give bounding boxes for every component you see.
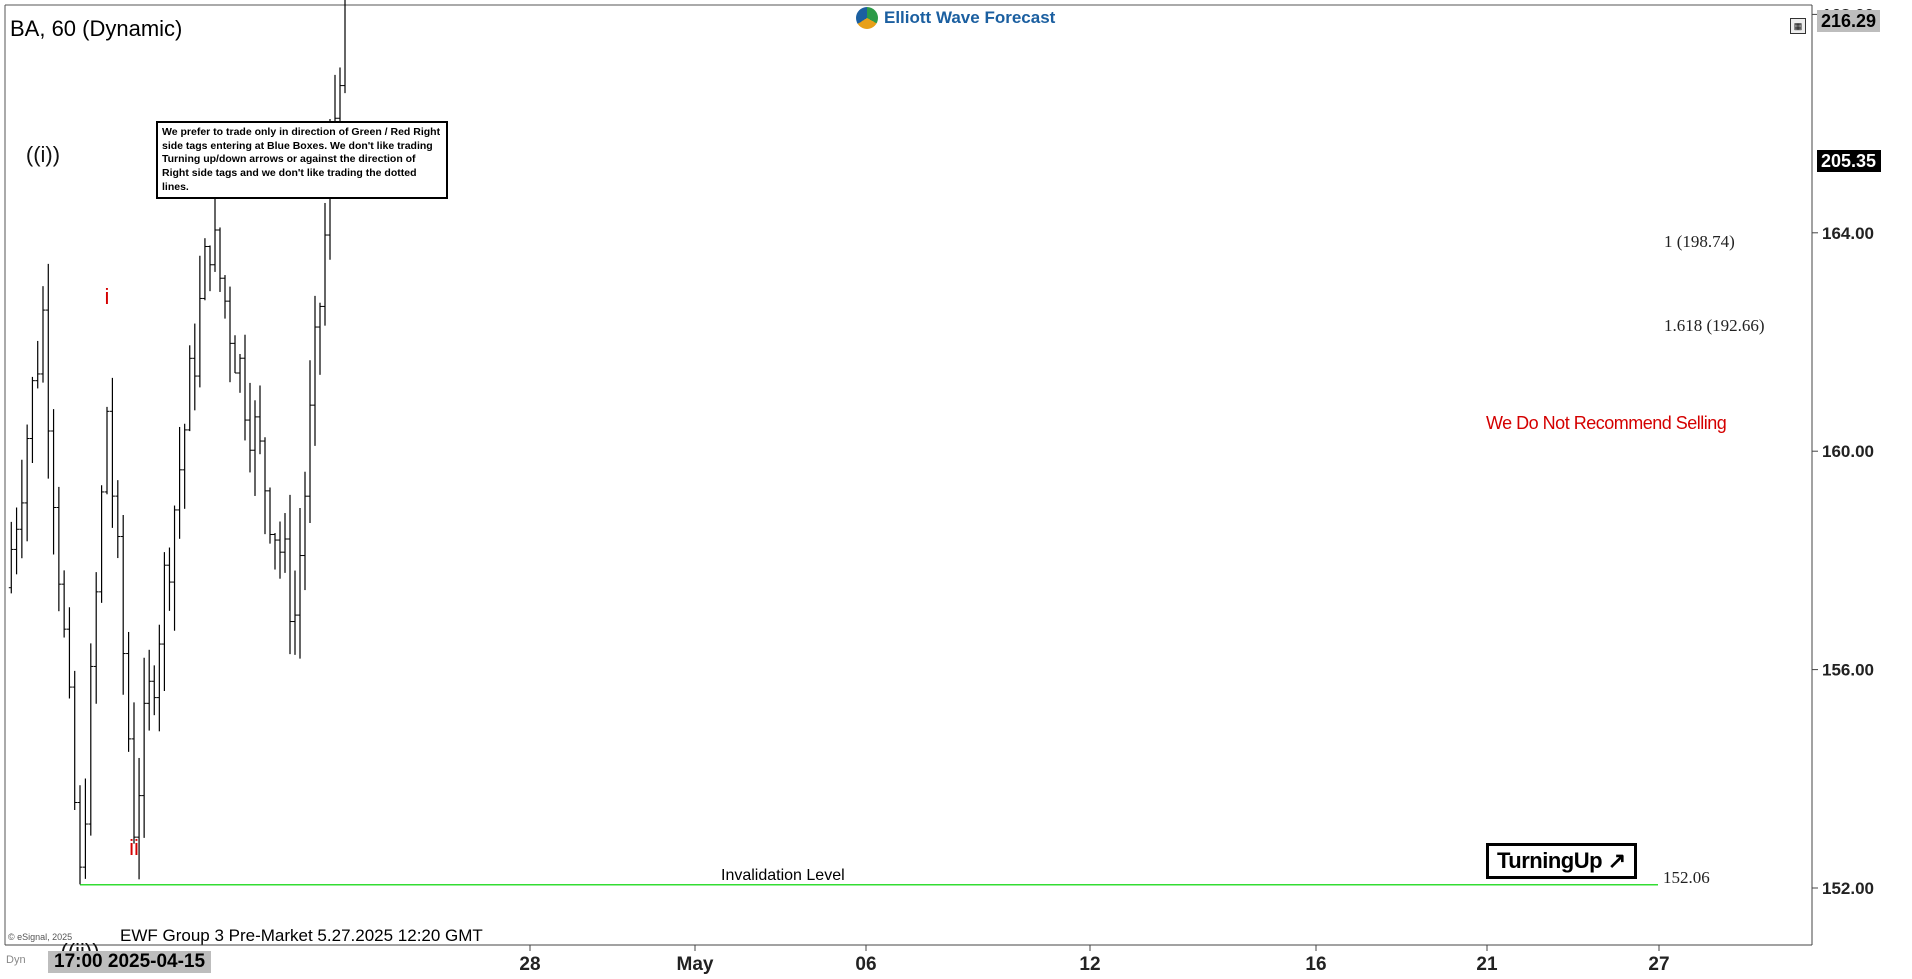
brand-name: Elliott Wave Forecast <box>884 8 1056 27</box>
price-axis-top-badge: 216.29 <box>1817 10 1881 32</box>
time-tick-label: 28 <box>519 954 540 975</box>
trading-note: We prefer to trade only in direction of … <box>156 121 448 200</box>
wave-label: ii <box>129 835 139 860</box>
time-tick-label: May <box>677 954 714 975</box>
fib-level-1-label: 1 (198.74) <box>1664 232 1735 251</box>
time-tick-label: 21 <box>1476 954 1498 975</box>
price-tick-label: 152.00 <box>1822 879 1874 898</box>
chart-menu-icon[interactable]: ▦ <box>1790 18 1806 34</box>
brand-icon <box>856 7 878 29</box>
current-price-badge: 205.35 <box>1817 150 1882 172</box>
esignal-copyright: © eSignal, 2025 <box>8 932 73 942</box>
time-tick-label: 27 <box>1648 954 1669 975</box>
turning-up-label: TurningUp <box>1497 848 1603 873</box>
time-axis-ticks: 28 May 06 12 16 21 27 <box>519 945 1670 975</box>
time-tick-label: 16 <box>1305 954 1326 975</box>
time-tick-label: 06 <box>855 954 876 975</box>
crosshair-time-badge: 17:00 2025-04-15 <box>48 951 212 973</box>
price-tick-label: 160.00 <box>1822 442 1874 461</box>
footer-caption: EWF Group 3 Pre-Market 5.27.2025 12:20 G… <box>120 926 483 945</box>
wave-label: ((i)) <box>26 142 60 167</box>
invalidation-level-label: Invalidation Level <box>721 867 845 884</box>
arrow-up-right-icon: ↗ <box>1607 848 1626 873</box>
dyn-label: Dyn <box>6 954 26 966</box>
no-sell-notice: We Do Not Recommend Selling <box>1486 413 1727 433</box>
invalidation-value-label: 152.06 <box>1663 868 1710 887</box>
brand-logo: Elliott Wave Forecast <box>856 6 1055 30</box>
price-tick-label: 164.00 <box>1822 224 1874 243</box>
wave-label: i <box>105 284 110 309</box>
fib-level-1618-label: 1.618 (192.66) <box>1664 316 1765 335</box>
price-tick-label: 156.00 <box>1822 661 1874 680</box>
time-tick-label: 12 <box>1079 954 1100 975</box>
price-levels <box>80 883 1658 886</box>
turning-up-badge: TurningUp ↗ <box>1486 843 1637 879</box>
chart-title: BA, 60 (Dynamic) <box>10 16 183 41</box>
ohlc-bars <box>8 0 346 885</box>
